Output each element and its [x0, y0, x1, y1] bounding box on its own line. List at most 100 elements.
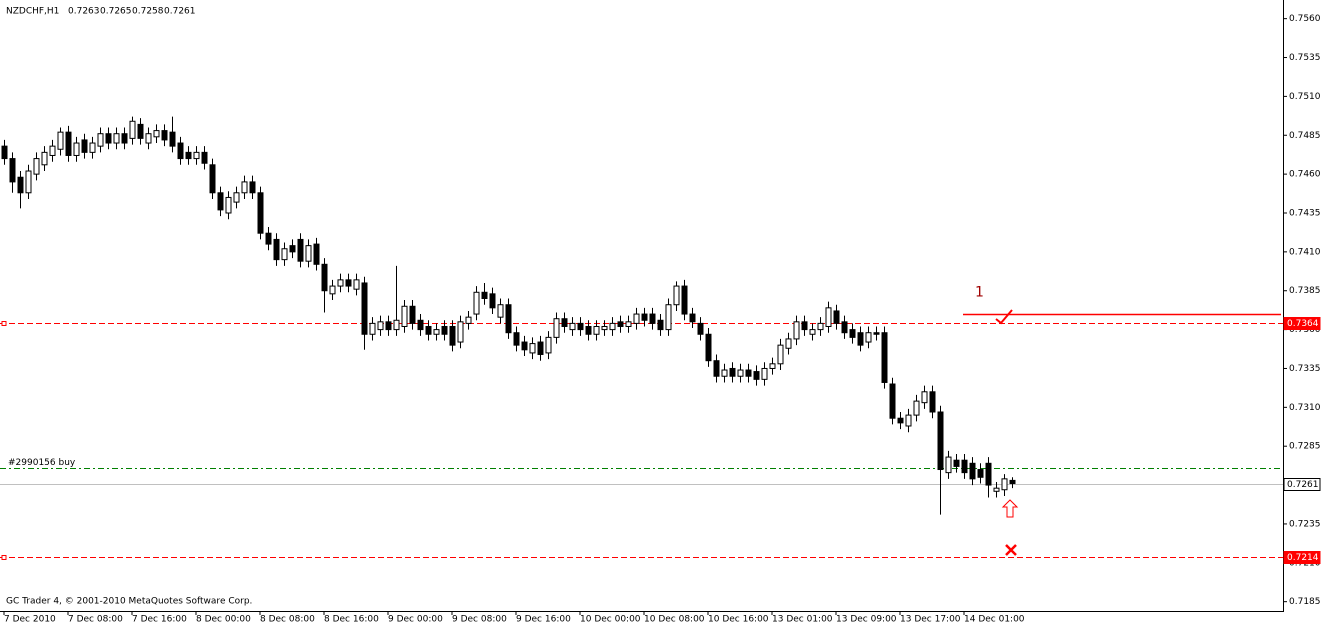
- candle-body: [449, 325, 456, 346]
- candle-body: [361, 282, 368, 335]
- candle-body: [457, 321, 464, 343]
- arrow-up-icon: [1001, 499, 1019, 518]
- candle-body: [321, 263, 328, 292]
- candle-body: [985, 462, 992, 486]
- candle-body: [9, 158, 16, 183]
- candle-body: [841, 321, 848, 334]
- candle-body: [801, 321, 808, 331]
- candle-body: [273, 238, 280, 261]
- x-tick-label: 9 Dec 08:00: [452, 615, 507, 625]
- candle-body: [41, 151, 48, 166]
- candle-body: [721, 369, 728, 377]
- candle-body: [889, 383, 896, 419]
- candle-body: [649, 313, 656, 324]
- candle-body: [689, 313, 696, 323]
- candle-body: [137, 123, 144, 139]
- candle-body: [313, 243, 320, 265]
- candle-body: [25, 170, 32, 194]
- y-tick-label: 0.7235: [1289, 519, 1321, 529]
- chart-title: NZDCHF,H1: [6, 7, 59, 17]
- candle-body: [713, 360, 720, 377]
- candle-body: [17, 176, 24, 194]
- candle-body: [953, 459, 960, 467]
- candle-body: [1001, 478, 1008, 491]
- candle-body: [249, 181, 256, 194]
- candle-body: [225, 196, 232, 214]
- x-tick-label: 8 Dec 08:00: [260, 615, 315, 625]
- candle-body: [393, 319, 400, 331]
- candle-body: [497, 304, 504, 318]
- candle-body: [377, 321, 384, 331]
- header-open: 0.7263: [68, 7, 100, 17]
- header-high: 0.7265: [100, 7, 132, 17]
- y-tick-label: 0.7510: [1289, 92, 1321, 102]
- x-tick-label: 8 Dec 16:00: [324, 615, 379, 625]
- candle-body: [729, 367, 736, 377]
- candle-body: [761, 367, 768, 380]
- candle-body: [473, 291, 480, 315]
- candle-body: [905, 414, 912, 427]
- candle-body: [73, 142, 80, 156]
- level-anchor: [1, 321, 7, 326]
- candle-body: [217, 192, 224, 211]
- x-tick-label: 7 Dec 16:00: [132, 615, 187, 625]
- candle-body: [1009, 479, 1016, 485]
- level-box-label: 0.7214: [1287, 553, 1319, 563]
- x-tick-label: 8 Dec 00:00: [196, 615, 251, 625]
- candle-body: [817, 322, 824, 331]
- x-tick-label: 14 Dec 01:00: [964, 615, 1025, 625]
- candle-body: [57, 131, 64, 150]
- y-tick-label: 0.7410: [1289, 247, 1321, 257]
- y-tick-label: 0.7535: [1289, 53, 1321, 63]
- y-tick-label: 0.7185: [1289, 597, 1321, 607]
- candle-body: [857, 332, 864, 346]
- x-tick-label: 10 Dec 08:00: [644, 615, 705, 625]
- candle-body: [825, 307, 832, 327]
- candle-body: [993, 487, 1000, 492]
- y-tick-label: 0.7360: [1289, 325, 1321, 335]
- candle-body: [585, 325, 592, 335]
- candle-body: [81, 139, 88, 153]
- candle-body: [401, 305, 408, 327]
- candle-body: [201, 151, 208, 164]
- candle-body: [1, 145, 8, 160]
- candle-body: [577, 322, 584, 331]
- candle-body: [161, 130, 168, 141]
- level-label: #2990156 buy: [8, 458, 76, 468]
- candle-body: [641, 313, 648, 321]
- candle-body: [241, 181, 248, 194]
- candle-body: [425, 325, 432, 335]
- candle-body: [193, 151, 200, 160]
- candle-body: [49, 145, 56, 156]
- y-tick-label: 0.7335: [1289, 364, 1321, 374]
- close-icon: [1005, 544, 1017, 556]
- candle-body: [569, 322, 576, 331]
- candle-body: [897, 417, 904, 424]
- candle-body: [465, 316, 472, 324]
- candle-body: [601, 325, 608, 331]
- candle-body: [969, 462, 976, 480]
- candle-body: [233, 192, 240, 203]
- level-box: [1283, 551, 1321, 564]
- candle-body: [961, 459, 968, 474]
- candle-body: [553, 318, 560, 338]
- x-tick-label: 7 Dec 08:00: [68, 615, 123, 625]
- x-tick-label: 7 Dec 2010: [4, 615, 56, 625]
- candle-body: [921, 391, 928, 404]
- candle-body: [873, 332, 880, 335]
- candle-body: [105, 133, 112, 144]
- x-tick-label: 10 Dec 16:00: [708, 615, 769, 625]
- candle-body: [865, 332, 872, 343]
- trend-line-label: 1: [975, 285, 984, 301]
- candle-body: [537, 341, 544, 355]
- candle-body: [281, 248, 288, 261]
- candle-body: [617, 321, 624, 327]
- candle-body: [521, 341, 528, 351]
- y-tick-label: 0.7560: [1289, 14, 1321, 24]
- candle-body: [625, 321, 632, 327]
- y-tick-label: 0.7435: [1289, 208, 1321, 218]
- candle-body: [753, 371, 760, 380]
- candle-body: [929, 391, 936, 413]
- candle-body: [673, 285, 680, 306]
